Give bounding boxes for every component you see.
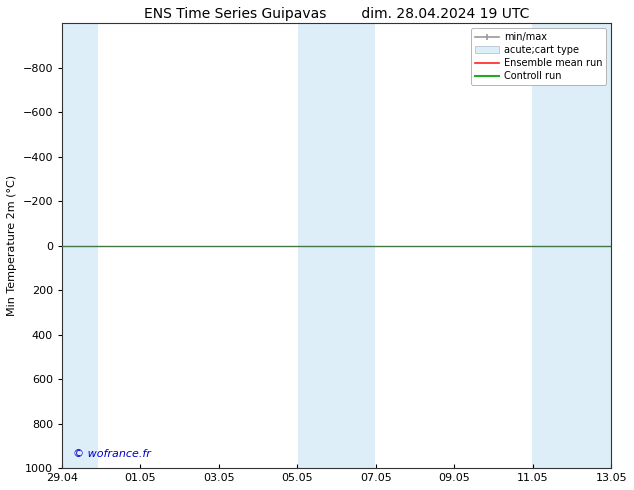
Bar — [62, 24, 98, 468]
Title: ENS Time Series Guipavas        dim. 28.04.2024 19 UTC: ENS Time Series Guipavas dim. 28.04.2024… — [144, 7, 529, 21]
Bar — [298, 24, 375, 468]
Bar — [531, 24, 611, 468]
Y-axis label: Min Temperature 2m (°C): Min Temperature 2m (°C) — [7, 175, 17, 317]
Legend: min/max, acute;cart type, Ensemble mean run, Controll run: min/max, acute;cart type, Ensemble mean … — [471, 28, 606, 85]
Text: © wofrance.fr: © wofrance.fr — [73, 449, 151, 459]
